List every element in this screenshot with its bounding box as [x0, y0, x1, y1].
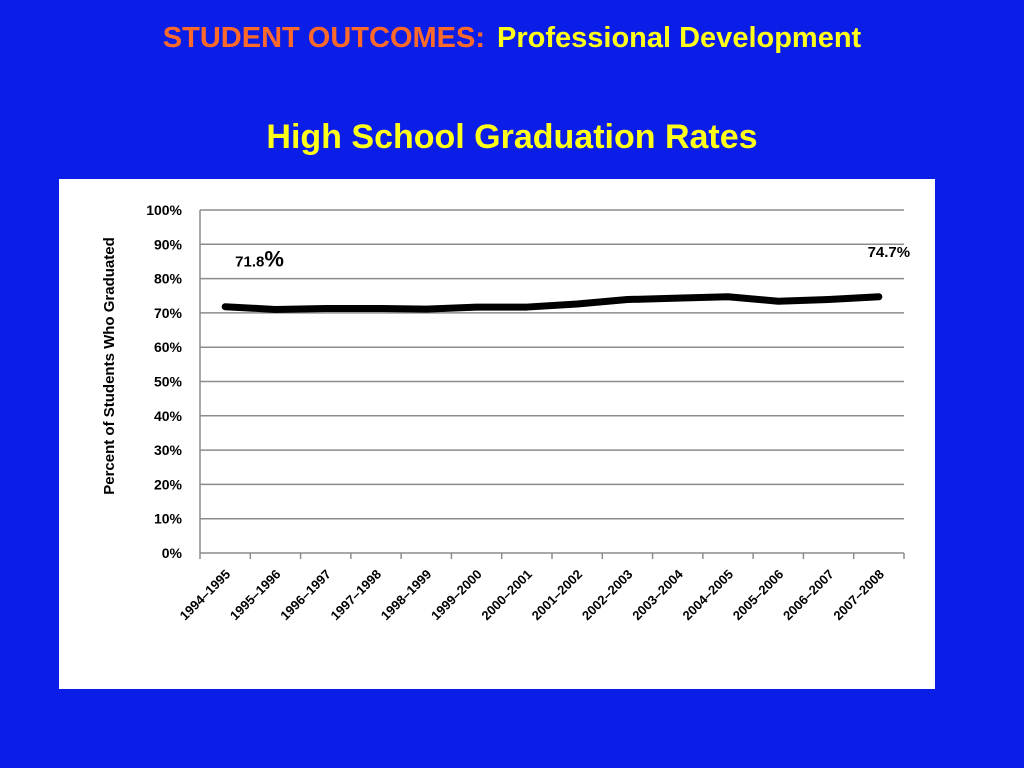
y-tick-label: 60%: [154, 339, 183, 355]
x-tick-label: 1997–1998: [327, 567, 384, 624]
annotation-label: 71.8%: [235, 247, 284, 272]
y-axis-label: Percent of Students Who Graduated: [101, 237, 118, 495]
series-line: [221, 293, 883, 313]
x-tick-label: 2003–2004: [629, 566, 686, 623]
x-tick-label: 2004–2005: [679, 567, 736, 624]
x-tick-label: 2000–2001: [478, 567, 535, 624]
chart-panel: 0% 10% 20% 30% 40% 50% 60% 70% 80% 90% 100% 1994–1…: [59, 179, 935, 689]
annotation-unit: %: [897, 244, 910, 261]
slide-header: STUDENT OUTCOMES: Professional Developmen…: [0, 22, 1024, 55]
axes: [199, 210, 905, 559]
x-tick-label: 2005–2006: [730, 567, 787, 624]
y-tick-label: 50%: [154, 374, 183, 390]
annotation-unit: %: [264, 247, 284, 272]
y-tick-label: 90%: [154, 236, 183, 252]
x-tick-label: 2007–2008: [830, 567, 887, 624]
y-tick-labels: 0% 10% 20% 30% 40% 50% 60% 70% 80% 90% 100%: [146, 202, 182, 561]
x-tick-label: 2001–2002: [529, 567, 586, 624]
line-chart: 0% 10% 20% 30% 40% 50% 60% 70% 80% 90% 100% 1994–1…: [101, 202, 910, 623]
y-tick-label: 70%: [154, 305, 183, 321]
annotation-label: 74.7%: [868, 244, 911, 261]
annotation-value: 74.7: [868, 244, 897, 261]
series-layer: [221, 293, 883, 313]
x-tick-label: 2002–2003: [579, 567, 636, 624]
chart-title: High School Graduation Rates: [266, 118, 758, 156]
x-tick-label: 2006–2007: [780, 567, 837, 624]
y-tick-label: 20%: [154, 476, 183, 492]
grid-lines: [200, 209, 904, 520]
y-tick-label: 30%: [154, 442, 183, 458]
annotation-value: 71.8: [235, 254, 264, 271]
header-topic: Professional Development: [497, 22, 862, 54]
y-tick-label: 80%: [154, 271, 183, 287]
x-tick-label: 1998–1999: [378, 567, 435, 624]
y-tick-label: 0%: [162, 545, 183, 561]
annotations: 71.8% 74.7%: [235, 244, 910, 272]
x-tick-label: 1995–1996: [227, 567, 284, 624]
header-section: STUDENT OUTCOMES:: [162, 22, 485, 54]
y-tick-label: 100%: [146, 202, 182, 218]
x-tick-label: 1999–2000: [428, 567, 485, 624]
x-tick-labels: 1994–19951995–19961996–19971997–19981998…: [177, 566, 887, 623]
x-tick-label: 1994–1995: [177, 567, 234, 624]
y-tick-label: 10%: [154, 511, 183, 527]
x-tick-label: 1996–1997: [277, 567, 334, 624]
y-tick-label: 40%: [154, 408, 183, 424]
